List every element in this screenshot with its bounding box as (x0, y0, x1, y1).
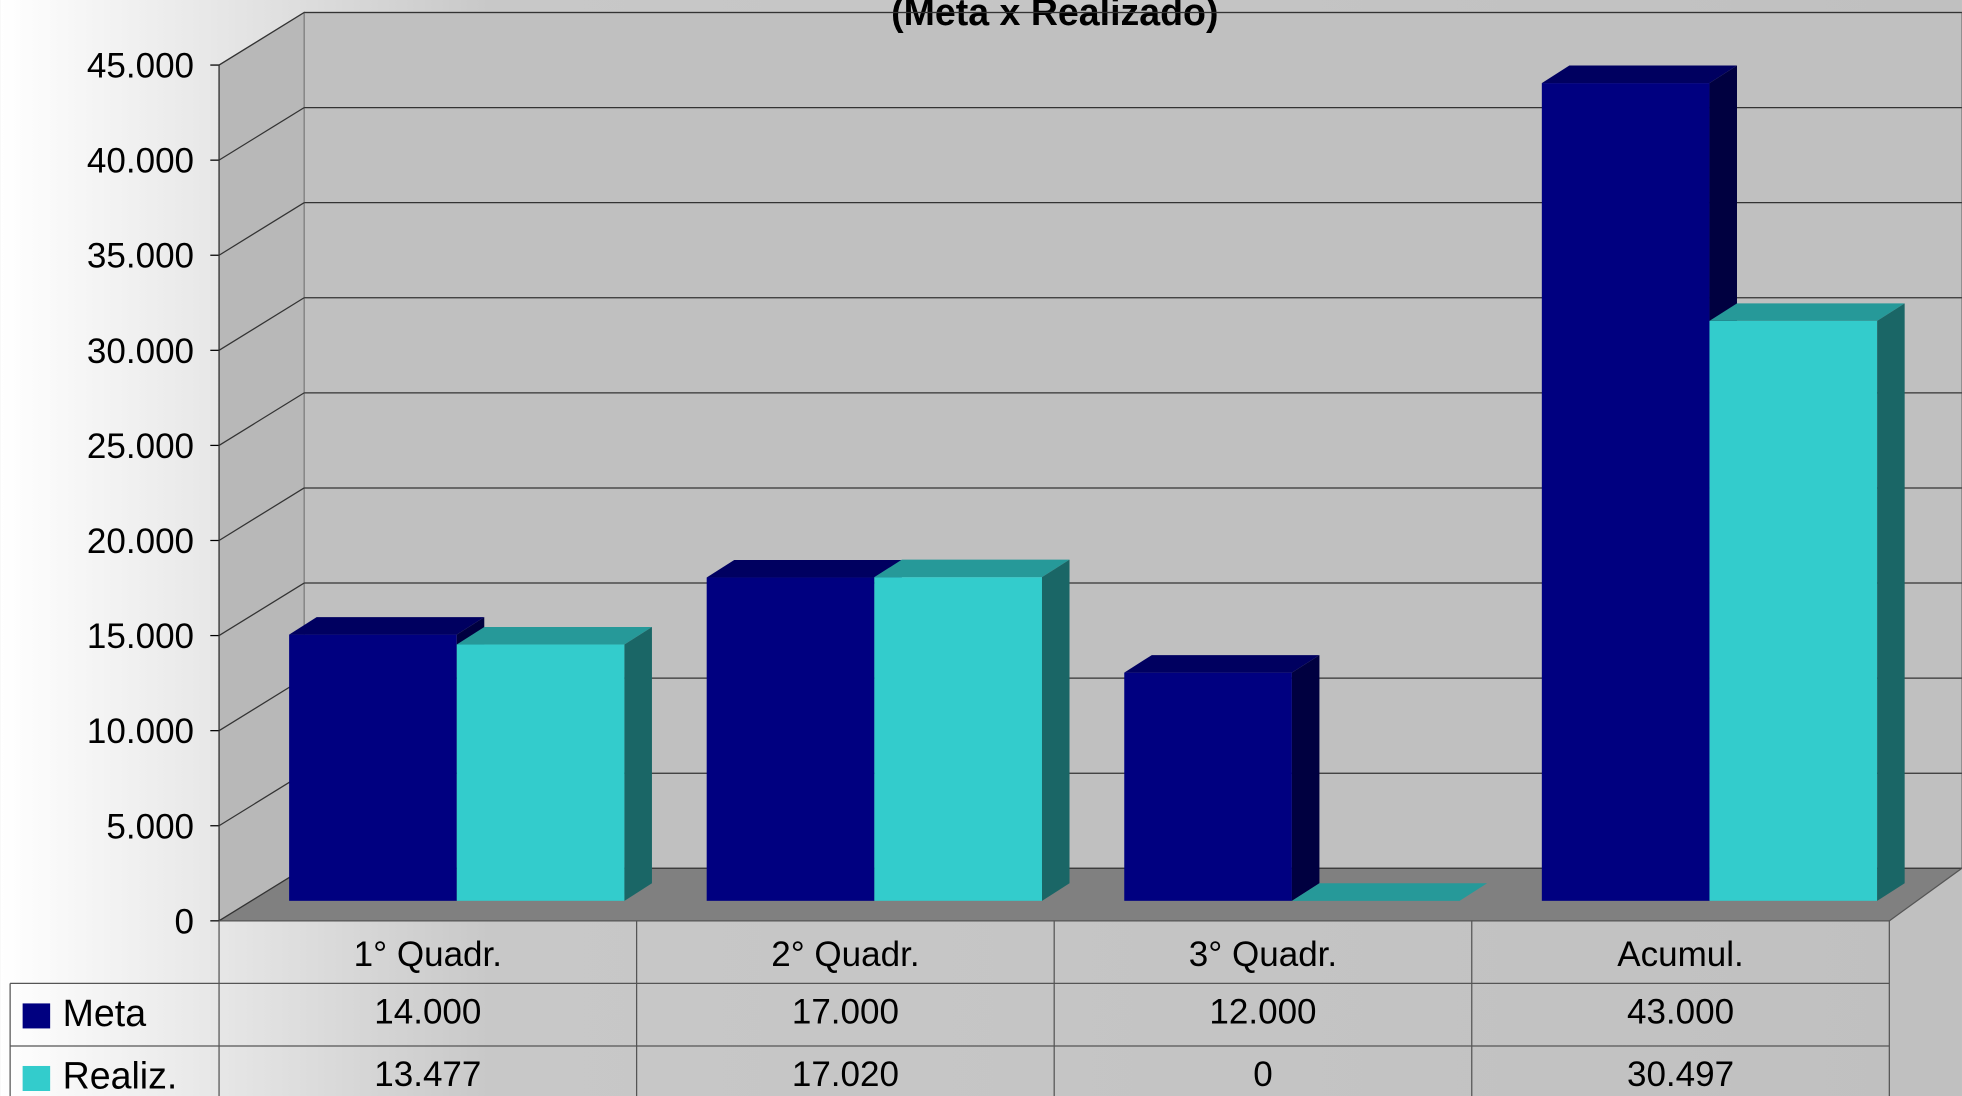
y-tick-label: 10.000 (87, 712, 194, 751)
data-label: 13.477 (374, 1055, 481, 1094)
bar-front (1124, 672, 1292, 901)
x-tick-label: 3° Quadr. (1189, 935, 1337, 974)
grid-line (218, 392, 305, 446)
x-tick-label: 1° Quadr. (354, 935, 502, 974)
data-label: 30.497 (1627, 1055, 1734, 1094)
bar-front (289, 634, 457, 901)
bar (874, 559, 1070, 901)
bar-top (706, 560, 902, 578)
legend-label: Realiz. (63, 1054, 178, 1096)
bar-front (1541, 83, 1710, 901)
x-tick-label: 2° Quadr. (771, 935, 919, 974)
grid-line (218, 107, 305, 161)
data-label: 17.000 (792, 992, 899, 1031)
y-tick-label: 35.000 (87, 237, 194, 276)
y-tick-label: 5.000 (106, 807, 194, 846)
data-label: 0 (1253, 1055, 1272, 1094)
data-label: 17.020 (792, 1055, 899, 1094)
bar-top (289, 617, 485, 635)
bar-side (624, 627, 652, 901)
data-label: 43.000 (1627, 992, 1734, 1031)
legend-swatch (22, 1065, 51, 1091)
bar-front (456, 644, 625, 901)
data-label: 12.000 (1209, 992, 1316, 1031)
bar-front (1709, 320, 1878, 901)
bar (1291, 883, 1488, 901)
bar-top (1291, 883, 1488, 901)
y-tick-label: 15.000 (87, 617, 194, 656)
x-tick-label: Acumul. (1617, 935, 1744, 974)
data-label: 14.000 (374, 992, 481, 1031)
bar (1709, 303, 1905, 901)
grid-line (218, 582, 305, 637)
bar-top (874, 559, 1070, 578)
legend-label: Meta (63, 992, 147, 1034)
bar-top (1541, 65, 1738, 84)
y-tick-label: 20.000 (87, 522, 194, 561)
bar (456, 627, 652, 901)
table-line (1888, 867, 1962, 922)
y-tick-label: 40.000 (87, 142, 194, 181)
y-tick-label: 45.000 (87, 47, 194, 86)
bar (706, 560, 902, 901)
y-tick-label: 25.000 (87, 427, 194, 466)
bar (1124, 655, 1320, 901)
chart-title: (Meta x Realizado) (891, 0, 1218, 33)
grid-line (218, 202, 305, 256)
grid-line (218, 487, 305, 542)
y-tick-label: 0 (175, 902, 194, 941)
bar-top (1124, 655, 1320, 673)
grid-line (218, 297, 305, 351)
bar (289, 617, 485, 901)
floor (219, 868, 1962, 921)
grid-line (218, 11, 305, 66)
bar (1541, 65, 1738, 901)
bar-side (1291, 655, 1320, 901)
legend-swatch (22, 1003, 51, 1029)
bar-front (874, 577, 1042, 901)
y-tick-label: 30.000 (87, 332, 194, 371)
bar-side (1041, 559, 1070, 901)
bar-top (1709, 303, 1905, 321)
bar-side (1877, 303, 1905, 901)
bar-front (706, 577, 875, 901)
bar-top (456, 627, 652, 645)
